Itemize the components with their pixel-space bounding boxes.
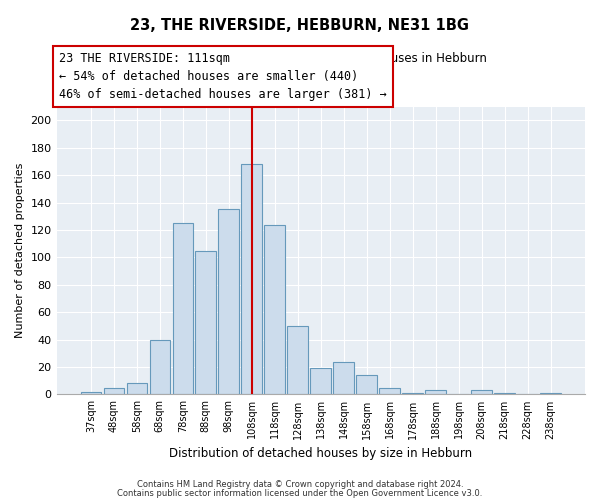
Bar xyxy=(310,368,331,394)
Bar xyxy=(540,393,561,394)
Bar xyxy=(80,392,101,394)
Bar xyxy=(241,164,262,394)
Bar xyxy=(379,388,400,394)
Bar xyxy=(104,388,124,394)
Bar xyxy=(403,393,423,394)
Bar xyxy=(287,326,308,394)
Bar xyxy=(149,340,170,394)
Text: 23, THE RIVERSIDE, HEBBURN, NE31 1BG: 23, THE RIVERSIDE, HEBBURN, NE31 1BG xyxy=(131,18,470,32)
Bar xyxy=(425,390,446,394)
Bar xyxy=(196,250,216,394)
Title: Size of property relative to detached houses in Hebburn: Size of property relative to detached ho… xyxy=(155,52,487,66)
X-axis label: Distribution of detached houses by size in Hebburn: Distribution of detached houses by size … xyxy=(169,447,472,460)
Bar xyxy=(494,393,515,394)
Bar xyxy=(265,224,285,394)
Bar xyxy=(356,375,377,394)
Text: 23 THE RIVERSIDE: 111sqm
← 54% of detached houses are smaller (440)
46% of semi-: 23 THE RIVERSIDE: 111sqm ← 54% of detach… xyxy=(59,52,387,101)
Bar xyxy=(127,384,147,394)
Y-axis label: Number of detached properties: Number of detached properties xyxy=(15,163,25,338)
Bar xyxy=(334,362,354,394)
Bar xyxy=(218,210,239,394)
Bar xyxy=(173,223,193,394)
Text: Contains HM Land Registry data © Crown copyright and database right 2024.: Contains HM Land Registry data © Crown c… xyxy=(137,480,463,489)
Text: Contains public sector information licensed under the Open Government Licence v3: Contains public sector information licen… xyxy=(118,488,482,498)
Bar xyxy=(472,390,492,394)
